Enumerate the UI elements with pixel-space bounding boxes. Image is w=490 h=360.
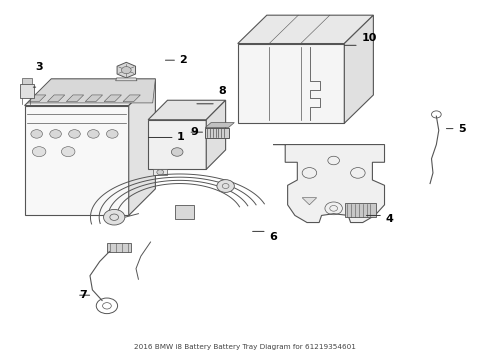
Polygon shape <box>129 79 155 215</box>
Polygon shape <box>107 243 131 252</box>
Polygon shape <box>153 169 168 175</box>
Polygon shape <box>24 79 155 105</box>
Circle shape <box>217 180 234 192</box>
Polygon shape <box>123 95 140 102</box>
Circle shape <box>61 147 75 157</box>
Polygon shape <box>238 44 344 123</box>
Text: 2016 BMW i8 Battery Battery Tray Diagram for 61219354601: 2016 BMW i8 Battery Battery Tray Diagram… <box>134 344 356 350</box>
Text: 3: 3 <box>36 62 43 72</box>
Polygon shape <box>66 95 84 102</box>
Bar <box>205 127 228 138</box>
Text: 1: 1 <box>177 132 185 143</box>
Polygon shape <box>28 95 46 102</box>
Circle shape <box>88 130 99 138</box>
Text: 8: 8 <box>219 86 226 96</box>
Bar <box>345 203 376 217</box>
Polygon shape <box>175 205 194 219</box>
Polygon shape <box>48 95 65 102</box>
Circle shape <box>32 147 46 157</box>
Polygon shape <box>27 79 155 103</box>
Text: 4: 4 <box>386 214 393 224</box>
Polygon shape <box>273 145 385 222</box>
Circle shape <box>31 130 43 138</box>
Polygon shape <box>238 15 373 44</box>
Circle shape <box>157 170 164 175</box>
Polygon shape <box>116 78 137 81</box>
Circle shape <box>172 148 183 156</box>
Circle shape <box>106 130 118 138</box>
Polygon shape <box>344 15 373 123</box>
Polygon shape <box>205 123 234 127</box>
Polygon shape <box>148 100 225 120</box>
Text: 5: 5 <box>458 123 466 134</box>
Polygon shape <box>24 105 129 215</box>
Text: 6: 6 <box>269 232 277 242</box>
Polygon shape <box>302 198 317 205</box>
Polygon shape <box>206 100 225 169</box>
Circle shape <box>103 210 125 225</box>
Polygon shape <box>85 95 102 102</box>
Circle shape <box>50 130 61 138</box>
Text: 7: 7 <box>79 290 87 300</box>
Polygon shape <box>117 62 136 78</box>
Polygon shape <box>22 78 32 84</box>
Polygon shape <box>104 95 122 102</box>
Text: 10: 10 <box>361 33 377 43</box>
Text: 2: 2 <box>180 55 187 65</box>
Circle shape <box>122 67 131 74</box>
Polygon shape <box>148 120 206 169</box>
Polygon shape <box>20 84 34 98</box>
Text: 9: 9 <box>191 127 198 137</box>
Circle shape <box>69 130 80 138</box>
